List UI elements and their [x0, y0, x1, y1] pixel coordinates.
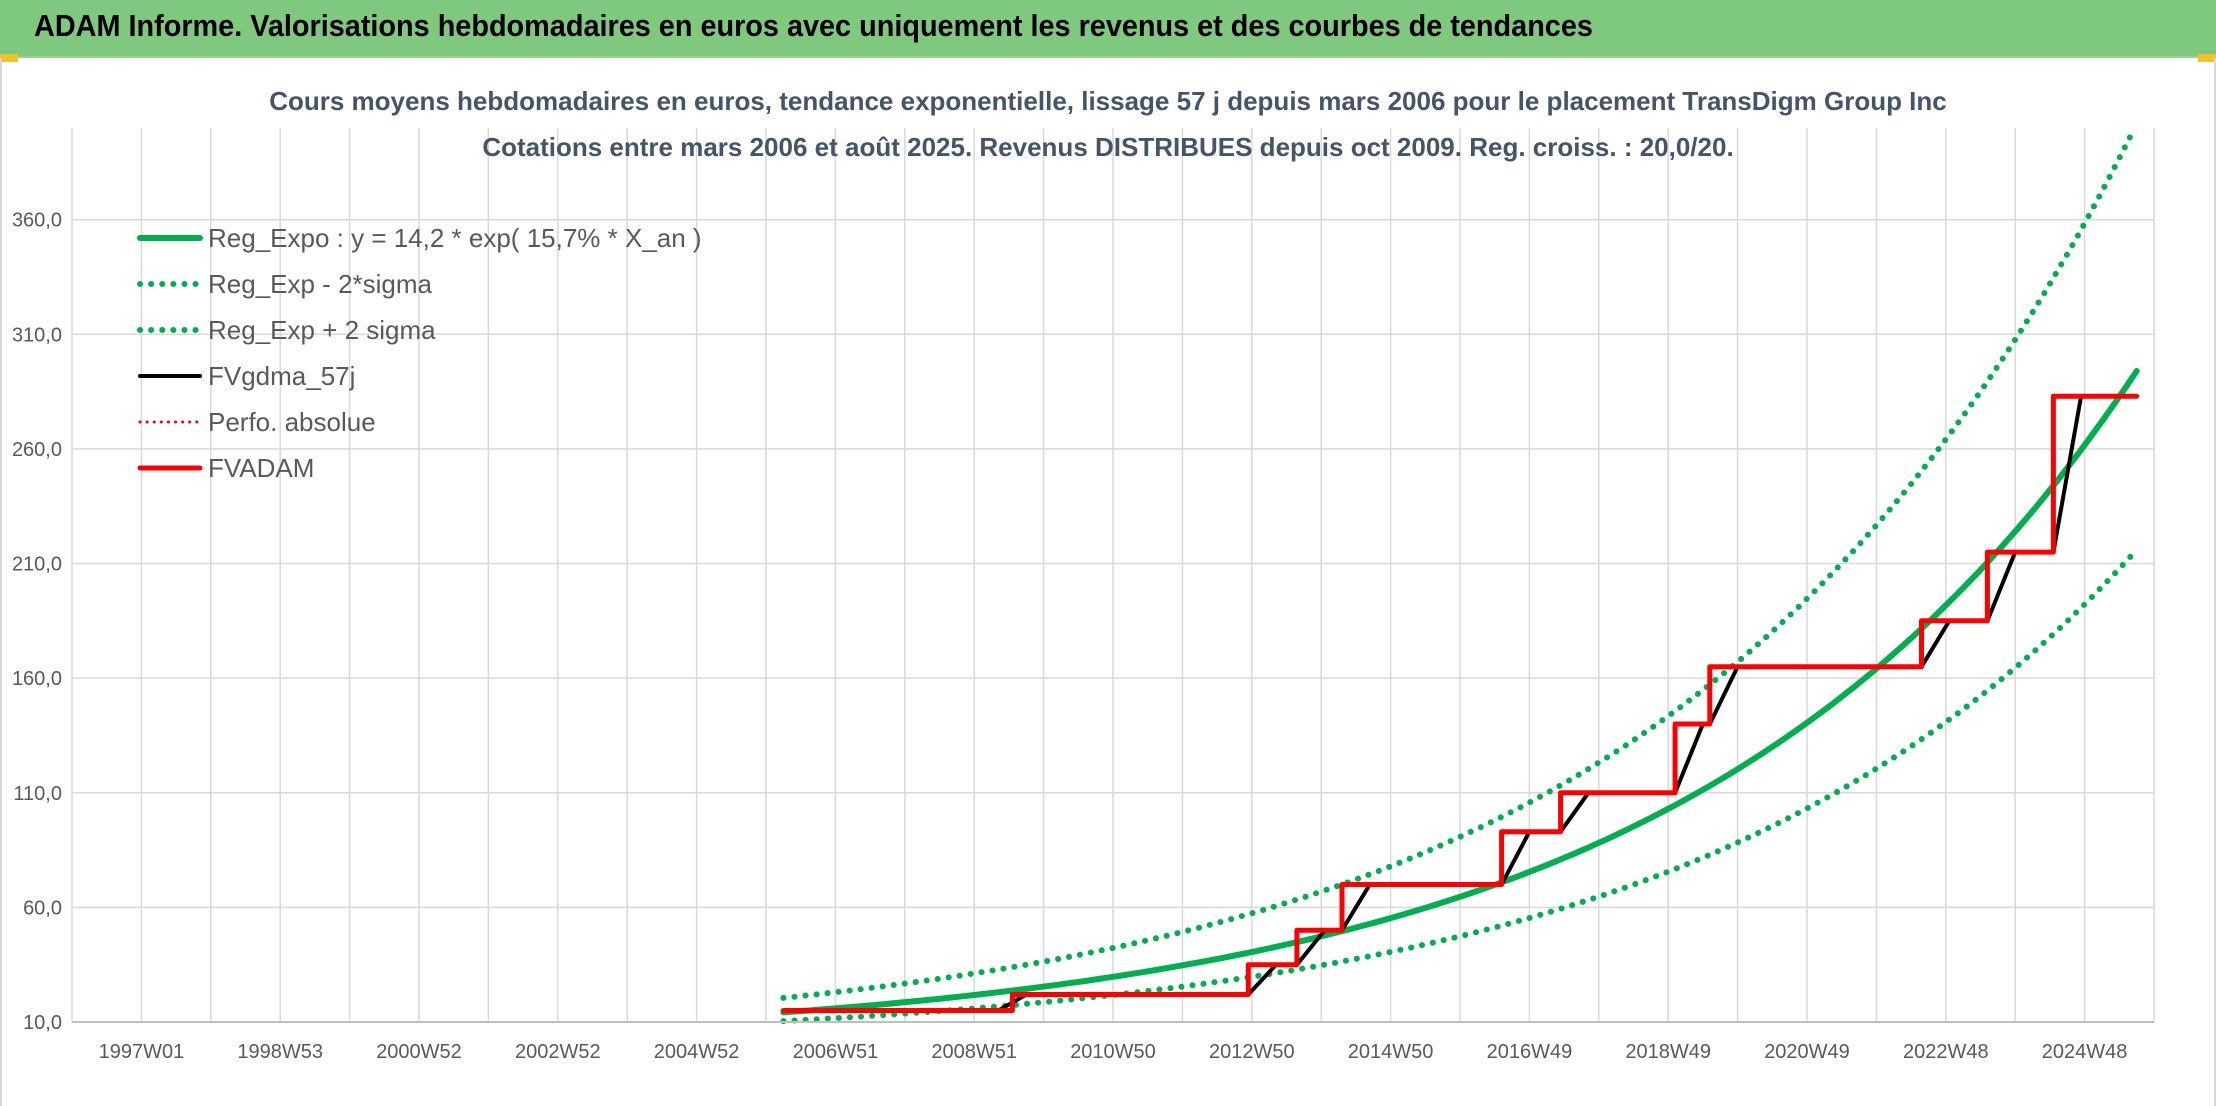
x-tick-label: 2000W52 [376, 1041, 462, 1063]
legend-entry-label: Perfo. absolue [208, 407, 376, 437]
y-tick-label: 60,0 [23, 897, 62, 919]
series-line-0 [780, 368, 2140, 1016]
y-tick-label: 360,0 [12, 210, 62, 232]
legend-entry-label: FVADAM [208, 453, 314, 483]
x-tick-label: 2016W49 [1487, 1041, 1573, 1063]
report-title: ADAM Informe. Valorisations hebdomadaire… [34, 8, 1593, 43]
chart-title: Cours moyens hebdomadaires en euros, ten… [269, 86, 1947, 116]
corner-marker-left [0, 54, 18, 62]
grid-layer [71, 128, 2155, 1023]
series-line-1 [780, 546, 2140, 1025]
y-tick-label: 10,0 [23, 1012, 62, 1034]
series-layer [780, 125, 2140, 1025]
axis-layer: 10,0 60,0 110,0 160,0 210,0 260,0 310,0 360,0 19… [12, 210, 2154, 1063]
x-tick-label: 2024W48 [2042, 1041, 2128, 1063]
series-line-3 [781, 394, 2139, 1013]
x-tick-label: 2008W51 [931, 1041, 1017, 1063]
x-tick-label: 2012W50 [1209, 1041, 1295, 1063]
y-tick-label: 260,0 [12, 439, 62, 461]
y-tick-label: 310,0 [12, 324, 62, 346]
legend-entry-label: Reg_Exp - 2*sigma [208, 269, 433, 299]
x-tick-label: 2020W49 [1764, 1041, 1850, 1063]
report-header-bar: ADAM Informe. Valorisations hebdomadaire… [0, 0, 2216, 58]
chart-frame: 10,0 60,0 110,0 160,0 210,0 260,0 310,0 360,0 19… [0, 58, 2216, 1106]
x-tick-label: 1997W01 [99, 1041, 185, 1063]
y-tick-label: 160,0 [12, 668, 62, 690]
x-tick-label: 2006W51 [793, 1041, 879, 1063]
valuation-chart: 10,0 60,0 110,0 160,0 210,0 260,0 310,0 360,0 19… [12, 86, 2155, 1063]
series-line-5 [780, 393, 2140, 1013]
legend-entry-label: FVgdma_57j [208, 361, 355, 391]
x-tick-label: 2018W49 [1625, 1041, 1711, 1063]
corner-marker-right [2198, 54, 2216, 62]
chart-subtitle: Cotations entre mars 2006 et août 2025. … [482, 132, 1733, 162]
series-line-2 [780, 125, 2138, 1001]
x-tick-label: 2004W52 [654, 1041, 740, 1063]
chart-legend: Reg_Expo : y = 14,2 * exp( 15,7% * X_an … [137, 223, 702, 483]
x-tick-label: 2010W50 [1070, 1041, 1156, 1063]
x-tick-label: 2014W50 [1348, 1041, 1434, 1063]
x-tick-label: 2022W48 [1903, 1041, 1989, 1063]
x-tick-label: 1998W53 [237, 1041, 323, 1063]
legend-entry-label: Reg_Expo : y = 14,2 * exp( 15,7% * X_an … [208, 223, 702, 253]
y-tick-label: 110,0 [13, 783, 62, 805]
legend-entry-label: Reg_Exp + 2 sigma [208, 315, 436, 345]
y-tick-label: 210,0 [12, 554, 62, 576]
x-tick-label: 2002W52 [515, 1041, 601, 1063]
